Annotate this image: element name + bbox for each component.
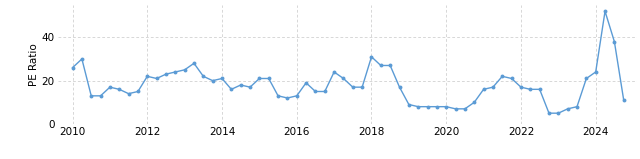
Y-axis label: PE Ratio: PE Ratio [29, 43, 39, 86]
